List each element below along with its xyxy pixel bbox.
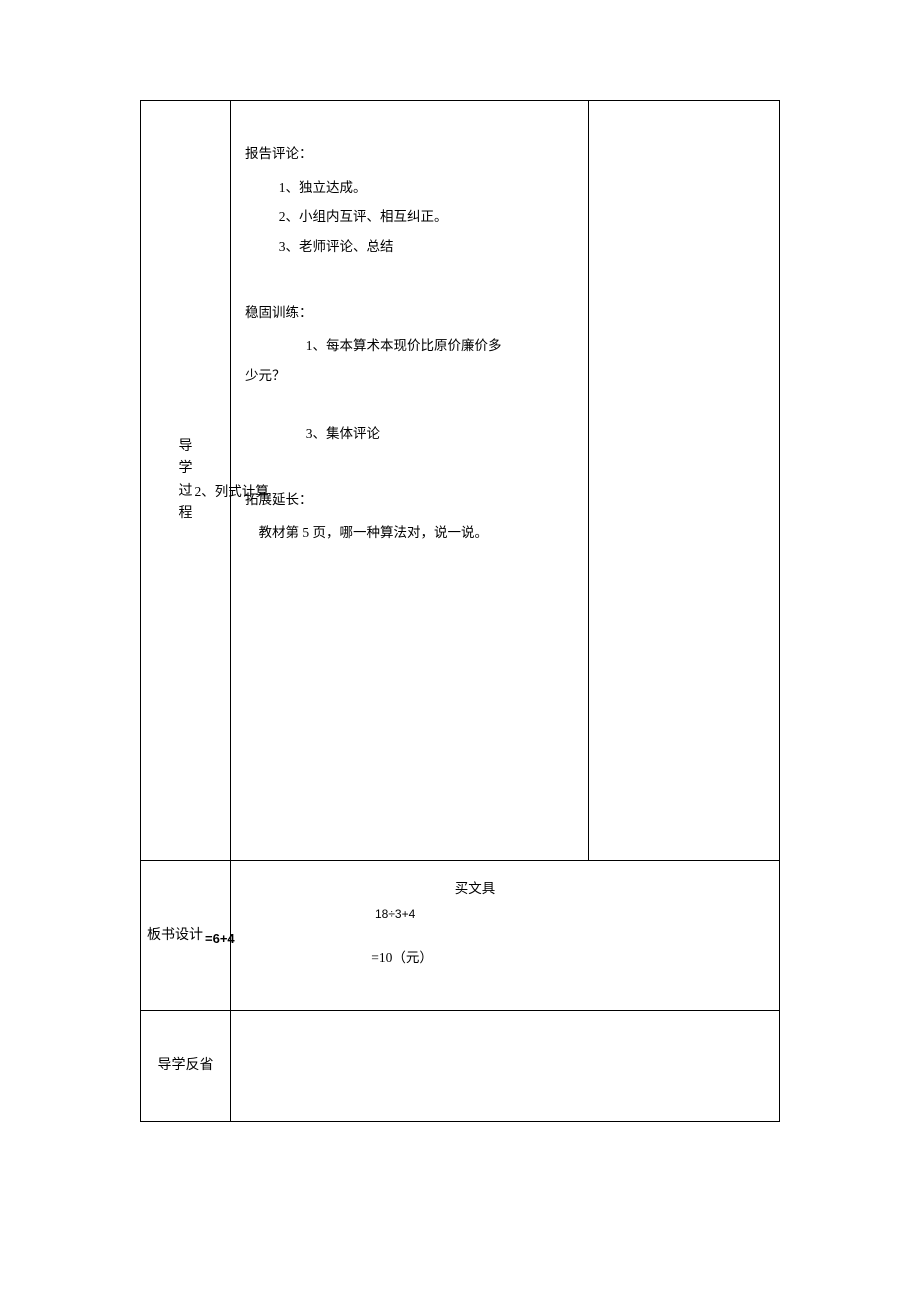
section1-item-2: 2、小组内互评、相互纠正。 <box>245 202 574 232</box>
row1-label-cell: 导 学 过 2、列式计算 程 <box>141 101 231 860</box>
overflow-item-2: 2、列式计算 <box>195 481 269 503</box>
label-char: 学 <box>179 458 193 480</box>
row3-label-cell: 导学反省 <box>141 1011 231 1121</box>
formula-3: =10（元） <box>243 944 767 971</box>
document-table: 导 学 过 2、列式计算 程 报告评论： 1、独立达成。 2、小组内互评、相互纠… <box>140 100 780 1122</box>
row1-right-cell <box>589 101 779 860</box>
row-teaching-reflection: 导学反省 <box>141 1011 779 1121</box>
formula-eq1: =6+4 <box>205 927 235 950</box>
row2-label: 板书设计 <box>147 923 203 948</box>
section1-item-3: 3、老师评论、总结 <box>245 232 574 262</box>
row-teaching-process: 导 学 过 2、列式计算 程 报告评论： 1、独立达成。 2、小组内互评、相互纠… <box>141 101 779 861</box>
board-title: 买文具 <box>243 875 767 902</box>
section2-line1-cont: 少元？ <box>245 361 574 391</box>
section2-title: 稳固训练： <box>245 298 574 328</box>
row3-label: 导学反省 <box>158 1053 214 1078</box>
label-char: 过 2、列式计算 <box>179 481 193 503</box>
row1-content-cell: 报告评论： 1、独立达成。 2、小组内互评、相互纠正。 3、老师评论、总结 稳固… <box>231 101 589 860</box>
section2-line3: 3、集体评论 <box>245 419 574 449</box>
label-char: 导 <box>179 436 193 458</box>
formula-1: 18÷3+4 <box>243 902 767 926</box>
section3-title: 拓展延长： <box>245 485 574 515</box>
row2-label-cell: 板书设计 =6+4 <box>141 861 231 1010</box>
section1-title: 报告评论： <box>245 139 574 169</box>
row-board-design: 板书设计 =6+4 买文具 18÷3+4 =10（元） <box>141 861 779 1011</box>
section1-item-1: 1、独立达成。 <box>245 173 574 203</box>
row3-content-cell <box>231 1011 779 1121</box>
section2-line1: 1、每本算术本现价比原价廉价多 <box>245 331 574 361</box>
section3-body: 教材第 5 页，哪一种算法对，说一说。 <box>245 518 574 548</box>
label-char: 程 <box>179 503 193 525</box>
row2-content-cell: 买文具 18÷3+4 =10（元） <box>231 861 779 1010</box>
